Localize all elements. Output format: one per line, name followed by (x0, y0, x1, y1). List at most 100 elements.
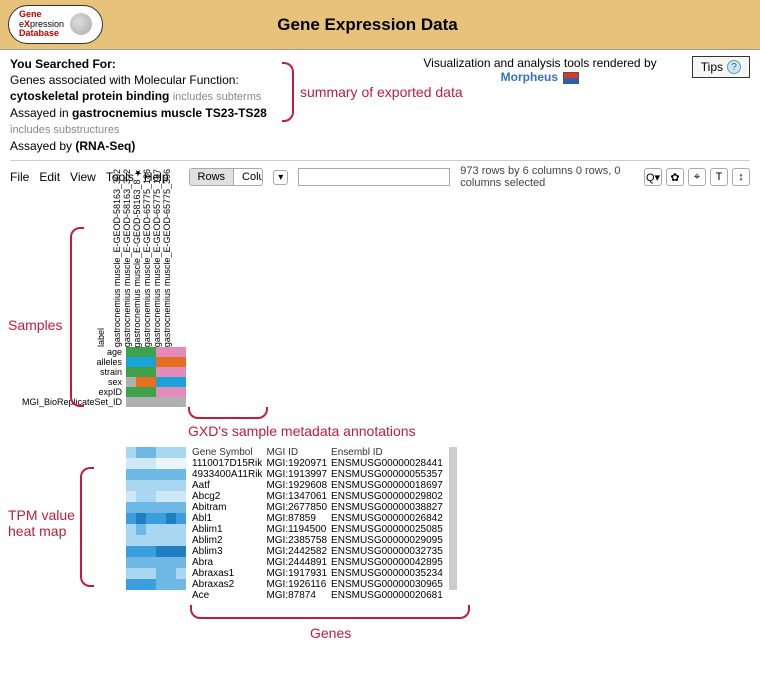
heatmap-cell[interactable] (146, 568, 156, 579)
scrollbar[interactable] (449, 447, 457, 590)
heatmap-cell[interactable] (166, 447, 176, 458)
gene-row[interactable]: 1110017D15RikMGI:1920971ENSMUSG000000284… (192, 458, 447, 469)
heatmap-cell[interactable] (166, 491, 176, 502)
heatmap-cell[interactable] (166, 513, 176, 524)
gene-row[interactable]: AbitramMGI:2677850ENSMUSG00000038827 (192, 502, 447, 513)
heatmap-cell[interactable] (176, 447, 186, 458)
heatmap-cell[interactable] (176, 557, 186, 568)
toolbar-icon-3[interactable]: T (710, 168, 728, 186)
toolbar-icon-0[interactable]: Q▾ (644, 168, 662, 186)
gene-row[interactable]: AbraMGI:2444891ENSMUSG00000042895 (192, 557, 447, 568)
heatmap-cell[interactable] (146, 502, 156, 513)
heatmap-cell[interactable] (146, 579, 156, 590)
gene-row[interactable]: AceMGI:87874ENSMUSG00000020681 (192, 590, 447, 601)
heatmap-cell[interactable] (166, 568, 176, 579)
heatmap-cell[interactable] (136, 535, 146, 546)
heatmap-cell[interactable] (156, 469, 166, 480)
heatmap-cell[interactable] (146, 557, 156, 568)
heatmap-cell[interactable] (176, 535, 186, 546)
heatmap-cell[interactable] (166, 502, 176, 513)
column-label[interactable]: gastrocnemius muscle_E-GEOD-65775_186 (142, 169, 152, 347)
column-label[interactable]: gastrocnemius muscle_E-GEOD-65775_396 (162, 169, 172, 347)
heatmap-cell[interactable] (156, 491, 166, 502)
gene-row[interactable]: AatfMGI:1929608ENSMUSG00000018697 (192, 480, 447, 491)
toolbar-icon-4[interactable]: ↕ (732, 168, 750, 186)
heatmap-cell[interactable] (166, 480, 176, 491)
heatmap-cell[interactable] (176, 458, 186, 469)
heatmap-cell[interactable] (136, 480, 146, 491)
segment-dropdown[interactable]: ▾ (273, 170, 288, 185)
heatmap-cell[interactable] (126, 469, 136, 480)
heatmap-cell[interactable] (166, 579, 176, 590)
heatmap-cell[interactable] (156, 513, 166, 524)
heatmap-cell[interactable] (136, 491, 146, 502)
heatmap-cell[interactable] (136, 524, 146, 535)
heatmap-cell[interactable] (176, 546, 186, 557)
heatmap-cell[interactable] (136, 568, 146, 579)
heatmap-cell[interactable] (126, 502, 136, 513)
gene-row[interactable]: Ablim3MGI:2442582ENSMUSG00000032735 (192, 546, 447, 557)
heatmap-cell[interactable] (156, 546, 166, 557)
heatmap-cell[interactable] (146, 491, 156, 502)
morpheus-link[interactable]: Morpheus (501, 70, 558, 84)
heatmap-cell[interactable] (126, 447, 136, 458)
gxd-logo[interactable]: Gene eXpression Database (8, 5, 103, 45)
gene-row[interactable]: 4933400A11RikMGI:1913997ENSMUSG000000553… (192, 469, 447, 480)
segment-rows[interactable]: Rows (190, 169, 235, 185)
heatmap-cell[interactable] (126, 535, 136, 546)
heatmap-cell[interactable] (126, 524, 136, 535)
heatmap-cell[interactable] (126, 579, 136, 590)
heatmap-cell[interactable] (166, 546, 176, 557)
heatmap-cell[interactable] (136, 557, 146, 568)
column-label[interactable]: gastrocnemius muscle_E-GEOD-58163_302 (112, 169, 122, 347)
heatmap-cell[interactable] (166, 557, 176, 568)
heatmap-cell[interactable] (126, 513, 136, 524)
gene-row[interactable]: Abraxas2MGI:1926116ENSMUSG00000030965 (192, 579, 447, 590)
heatmap-cell[interactable] (146, 469, 156, 480)
heatmap-cell[interactable] (176, 469, 186, 480)
toolbar-icon-2[interactable]: ⌖ (688, 168, 706, 186)
gene-row[interactable]: Abcg2MGI:1347061ENSMUSG00000029802 (192, 491, 447, 502)
column-label[interactable]: gastrocnemius muscle_E-GEOD-58163_352 (122, 169, 132, 347)
tips-button[interactable]: Tips ? (692, 56, 750, 78)
heatmap-cell[interactable] (136, 502, 146, 513)
heatmap-cell[interactable] (166, 469, 176, 480)
heatmap-cell[interactable] (126, 546, 136, 557)
gene-row[interactable]: Ablim1MGI:1194500ENSMUSG00000025085 (192, 524, 447, 535)
heatmap-cell[interactable] (176, 480, 186, 491)
heatmap-cell[interactable] (166, 535, 176, 546)
heatmap-cell[interactable] (146, 524, 156, 535)
heatmap-cell[interactable] (156, 502, 166, 513)
gene-header[interactable]: Gene Symbol (192, 447, 266, 458)
heatmap-cell[interactable] (176, 491, 186, 502)
heatmap-cell[interactable] (156, 524, 166, 535)
column-label[interactable]: gastrocnemius muscle_E-GEOD-58163_8 ★ (132, 167, 142, 348)
menu-edit[interactable]: Edit (39, 170, 60, 184)
search-input[interactable] (298, 168, 450, 186)
heatmap-cell[interactable] (156, 579, 166, 590)
gene-row[interactable]: Ablim2MGI:2385758ENSMUSG00000029095 (192, 535, 447, 546)
heatmap-grid[interactable] (126, 447, 186, 601)
heatmap-cell[interactable] (136, 447, 146, 458)
heatmap-cell[interactable] (176, 579, 186, 590)
heatmap-cell[interactable] (156, 447, 166, 458)
heatmap-cell[interactable] (126, 491, 136, 502)
column-label[interactable]: gastrocnemius muscle_E-GEOD-65775_187 (152, 169, 162, 347)
heatmap-cell[interactable] (146, 546, 156, 557)
heatmap-cell[interactable] (136, 469, 146, 480)
heatmap-cell[interactable] (136, 546, 146, 557)
segment-cols[interactable]: Columns (234, 169, 263, 185)
heatmap-cell[interactable] (156, 458, 166, 469)
heatmap-cell[interactable] (176, 502, 186, 513)
heatmap-cell[interactable] (146, 535, 156, 546)
heatmap-cell[interactable] (126, 568, 136, 579)
gene-row[interactable]: Abraxas1MGI:1917931ENSMUSG00000035234 (192, 568, 447, 579)
heatmap-cell[interactable] (126, 557, 136, 568)
heatmap-cell[interactable] (136, 458, 146, 469)
heatmap-cell[interactable] (126, 480, 136, 491)
heatmap-cell[interactable] (156, 557, 166, 568)
menu-view[interactable]: View (70, 170, 96, 184)
heatmap-cell[interactable] (146, 513, 156, 524)
heatmap-cell[interactable] (156, 480, 166, 491)
heatmap-cell[interactable] (126, 458, 136, 469)
